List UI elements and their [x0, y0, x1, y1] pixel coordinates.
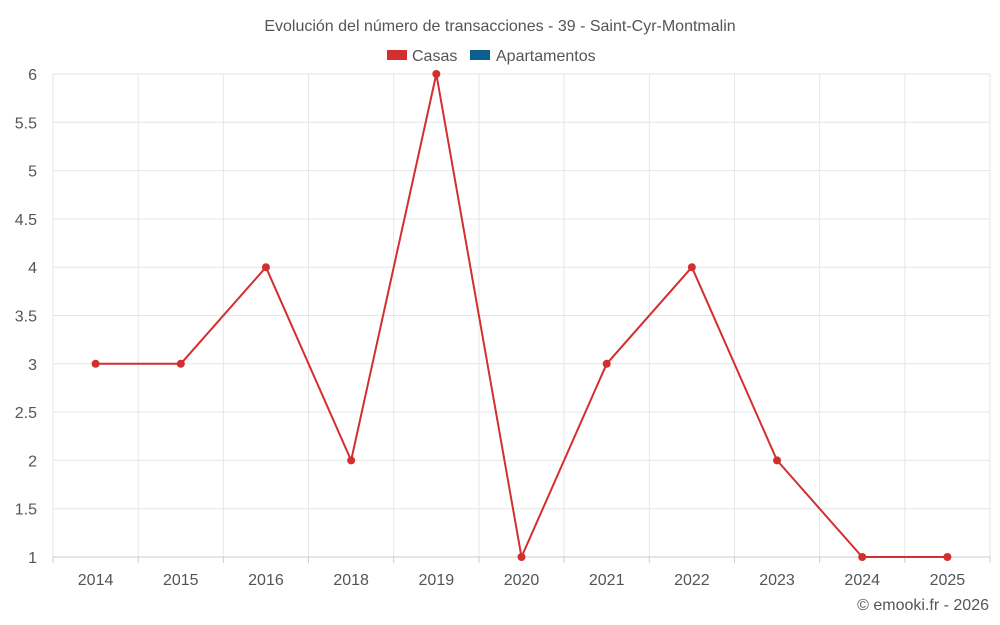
y-tick-label: 2	[28, 453, 37, 470]
legend-label-casas[interactable]: Casas	[412, 48, 457, 65]
x-tick-label: 2023	[759, 572, 795, 589]
data-point-casas[interactable]	[602, 359, 611, 368]
data-point-casas[interactable]	[687, 263, 696, 272]
data-point-casas[interactable]	[347, 456, 356, 465]
y-tick-label: 5.5	[15, 115, 37, 132]
data-point-casas[interactable]	[261, 263, 270, 272]
y-tick-label: 6	[28, 67, 37, 84]
y-axis-ticks: 1 1.5 2 2.5 3 3.5 4 4.5 5 5.5 6	[15, 67, 37, 567]
data-point-casas[interactable]	[176, 359, 185, 368]
data-point-casas[interactable]	[517, 553, 526, 561]
y-tick-label: 4.5	[15, 212, 37, 229]
y-tick-label: 1.5	[15, 502, 37, 519]
data-point-casas[interactable]	[858, 553, 867, 561]
data-point-casas[interactable]	[943, 553, 952, 561]
data-point-casas[interactable]	[91, 359, 100, 368]
series-layer	[91, 70, 952, 561]
y-tick-label: 3.5	[15, 309, 37, 326]
x-tick-label: 2020	[504, 572, 540, 589]
data-point-casas[interactable]	[773, 456, 782, 465]
x-tick-label: 2016	[248, 572, 284, 589]
x-tick-label: 2024	[844, 572, 880, 589]
legend-swatch-apartamentos	[470, 50, 490, 60]
y-tick-label: 1	[28, 550, 37, 567]
y-tick-label: 2.5	[15, 405, 37, 422]
x-tick-label: 2022	[674, 572, 710, 589]
data-point-casas[interactable]	[432, 70, 441, 78]
x-axis-ticks: 2014 2015 2016 2018 2019 2020 2021 2022 2023 2024…	[52, 557, 991, 589]
legend: Casas Apartamentos	[387, 48, 596, 65]
x-tick-label: 2021	[589, 572, 625, 589]
x-tick-label: 2018	[333, 572, 369, 589]
legend-label-apartamentos[interactable]: Apartamentos	[496, 48, 596, 65]
grid	[52, 73, 991, 558]
y-tick-label: 5	[28, 164, 37, 181]
y-tick-label: 3	[28, 357, 37, 374]
x-tick-label: 2025	[930, 572, 966, 589]
legend-swatch-casas	[387, 50, 407, 60]
chart-title: Evolución del número de transacciones - …	[264, 18, 735, 35]
y-tick-label: 4	[28, 260, 37, 277]
x-tick-label: 2014	[78, 572, 114, 589]
x-tick-label: 2015	[163, 572, 199, 589]
x-tick-label: 2019	[419, 572, 455, 589]
credit-text: © emooki.fr - 2026	[857, 597, 989, 614]
